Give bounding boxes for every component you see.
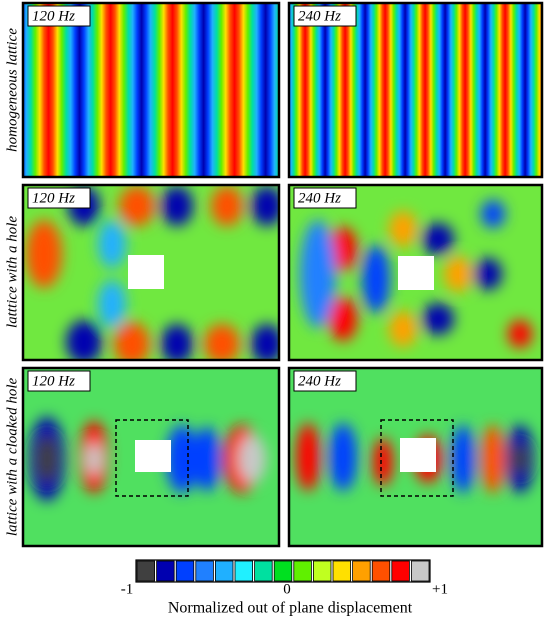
field-blob bbox=[119, 186, 155, 226]
field-blob bbox=[85, 443, 103, 475]
field-blob bbox=[474, 258, 502, 290]
field-blob bbox=[329, 297, 357, 341]
field-panel bbox=[22, 367, 280, 547]
field-blob bbox=[66, 320, 102, 361]
field-blob bbox=[373, 438, 393, 486]
field-blob bbox=[422, 303, 454, 335]
field-blob bbox=[329, 227, 357, 271]
fields: 120 Hz 240 Hz 120 Hz 240 Hz 120 Hz 240 Hz bbox=[21, 1, 544, 548]
colorbar-swatch bbox=[293, 560, 312, 582]
panel-label: 120 Hz bbox=[32, 190, 75, 206]
colorbar-swatch bbox=[410, 560, 430, 582]
field-blobs bbox=[300, 200, 532, 348]
panel-label-box bbox=[27, 5, 91, 27]
hole bbox=[128, 255, 164, 289]
colorbar-swatch bbox=[175, 560, 195, 582]
field-blob bbox=[511, 443, 529, 475]
field-blobs bbox=[29, 417, 266, 501]
panel-frame bbox=[287, 1, 544, 179]
field-panel bbox=[22, 2, 280, 178]
colorbar-swatch bbox=[214, 560, 234, 582]
field-panel bbox=[288, 184, 543, 361]
colorbar-swatch bbox=[312, 560, 332, 582]
panel-frame bbox=[21, 1, 281, 179]
field-blob bbox=[481, 425, 505, 493]
panel-label-box bbox=[27, 370, 91, 392]
field-blob bbox=[193, 427, 221, 491]
panel-label: 240 Hz bbox=[298, 8, 341, 24]
row-label: lattice with a cloaked hole bbox=[4, 378, 20, 537]
panel-label: 120 Hz bbox=[32, 8, 75, 24]
colorbar-swatch bbox=[371, 560, 391, 582]
panel-label: 120 Hz bbox=[32, 373, 75, 389]
field-blob bbox=[300, 220, 336, 328]
hole bbox=[135, 440, 171, 472]
field-blob bbox=[98, 220, 126, 268]
colorbar-tick: +1 bbox=[432, 581, 448, 597]
field-blob bbox=[98, 280, 126, 328]
field-blob bbox=[296, 423, 320, 491]
field-blob bbox=[329, 423, 357, 491]
panel-frame bbox=[21, 183, 281, 362]
colorbar-label: Normalized out of plane displacement bbox=[168, 600, 413, 617]
row-label: homogeneous lattice bbox=[4, 28, 20, 152]
panel-label: 240 Hz bbox=[298, 373, 341, 389]
field-panel bbox=[22, 184, 280, 361]
field-blob bbox=[389, 211, 417, 247]
colorbar-swatch bbox=[156, 560, 175, 582]
field-blob bbox=[389, 311, 417, 347]
field-blobs bbox=[26, 186, 280, 361]
field-panel bbox=[288, 2, 543, 178]
panel-label-box bbox=[27, 187, 91, 209]
hole bbox=[400, 438, 436, 472]
field-blob bbox=[166, 425, 198, 493]
colorbar-swatch bbox=[195, 560, 214, 582]
panel-label-box bbox=[293, 5, 357, 27]
colorbar-swatch bbox=[136, 560, 156, 582]
hole bbox=[398, 256, 434, 290]
field-blob bbox=[204, 324, 240, 361]
colorbar-swatch bbox=[352, 560, 371, 582]
colorbar-swatch bbox=[234, 560, 254, 582]
field-blob bbox=[238, 435, 266, 483]
colorbar-tick: -1 bbox=[121, 581, 134, 597]
field bbox=[288, 2, 543, 178]
cloak-outline bbox=[380, 419, 454, 497]
cloak-outline bbox=[115, 419, 189, 497]
field-blob bbox=[444, 256, 472, 292]
field-blob bbox=[508, 320, 532, 348]
panel-frame bbox=[287, 183, 544, 362]
colorbar-tick: 0 bbox=[283, 581, 291, 597]
colorbar-frame bbox=[135, 559, 431, 583]
field-blob bbox=[35, 435, 59, 483]
row-label: latttice with a hole bbox=[4, 216, 20, 328]
field-blob bbox=[481, 200, 505, 228]
panel-label: 240 Hz bbox=[298, 190, 341, 206]
field-blob bbox=[26, 220, 62, 288]
panel-frame bbox=[21, 366, 281, 548]
field-blob bbox=[251, 324, 280, 361]
colorbar-swatch bbox=[332, 560, 352, 582]
field-blob bbox=[451, 425, 475, 493]
panel-label-box bbox=[293, 187, 357, 209]
field-blob bbox=[114, 322, 150, 361]
field-blob bbox=[161, 186, 193, 226]
colorbar-swatch bbox=[391, 560, 410, 582]
field bbox=[22, 2, 280, 178]
field-panel bbox=[288, 367, 543, 547]
panel-frame bbox=[287, 366, 544, 548]
colorbar-swatch bbox=[273, 560, 293, 582]
field-blob bbox=[422, 223, 454, 255]
colorbar-swatch bbox=[254, 560, 273, 582]
field-blob bbox=[251, 186, 280, 226]
panel-label-box bbox=[293, 370, 357, 392]
colorbar bbox=[135, 559, 431, 583]
field-blob bbox=[161, 324, 193, 361]
field-blob bbox=[211, 186, 243, 226]
field-blob bbox=[362, 245, 390, 313]
